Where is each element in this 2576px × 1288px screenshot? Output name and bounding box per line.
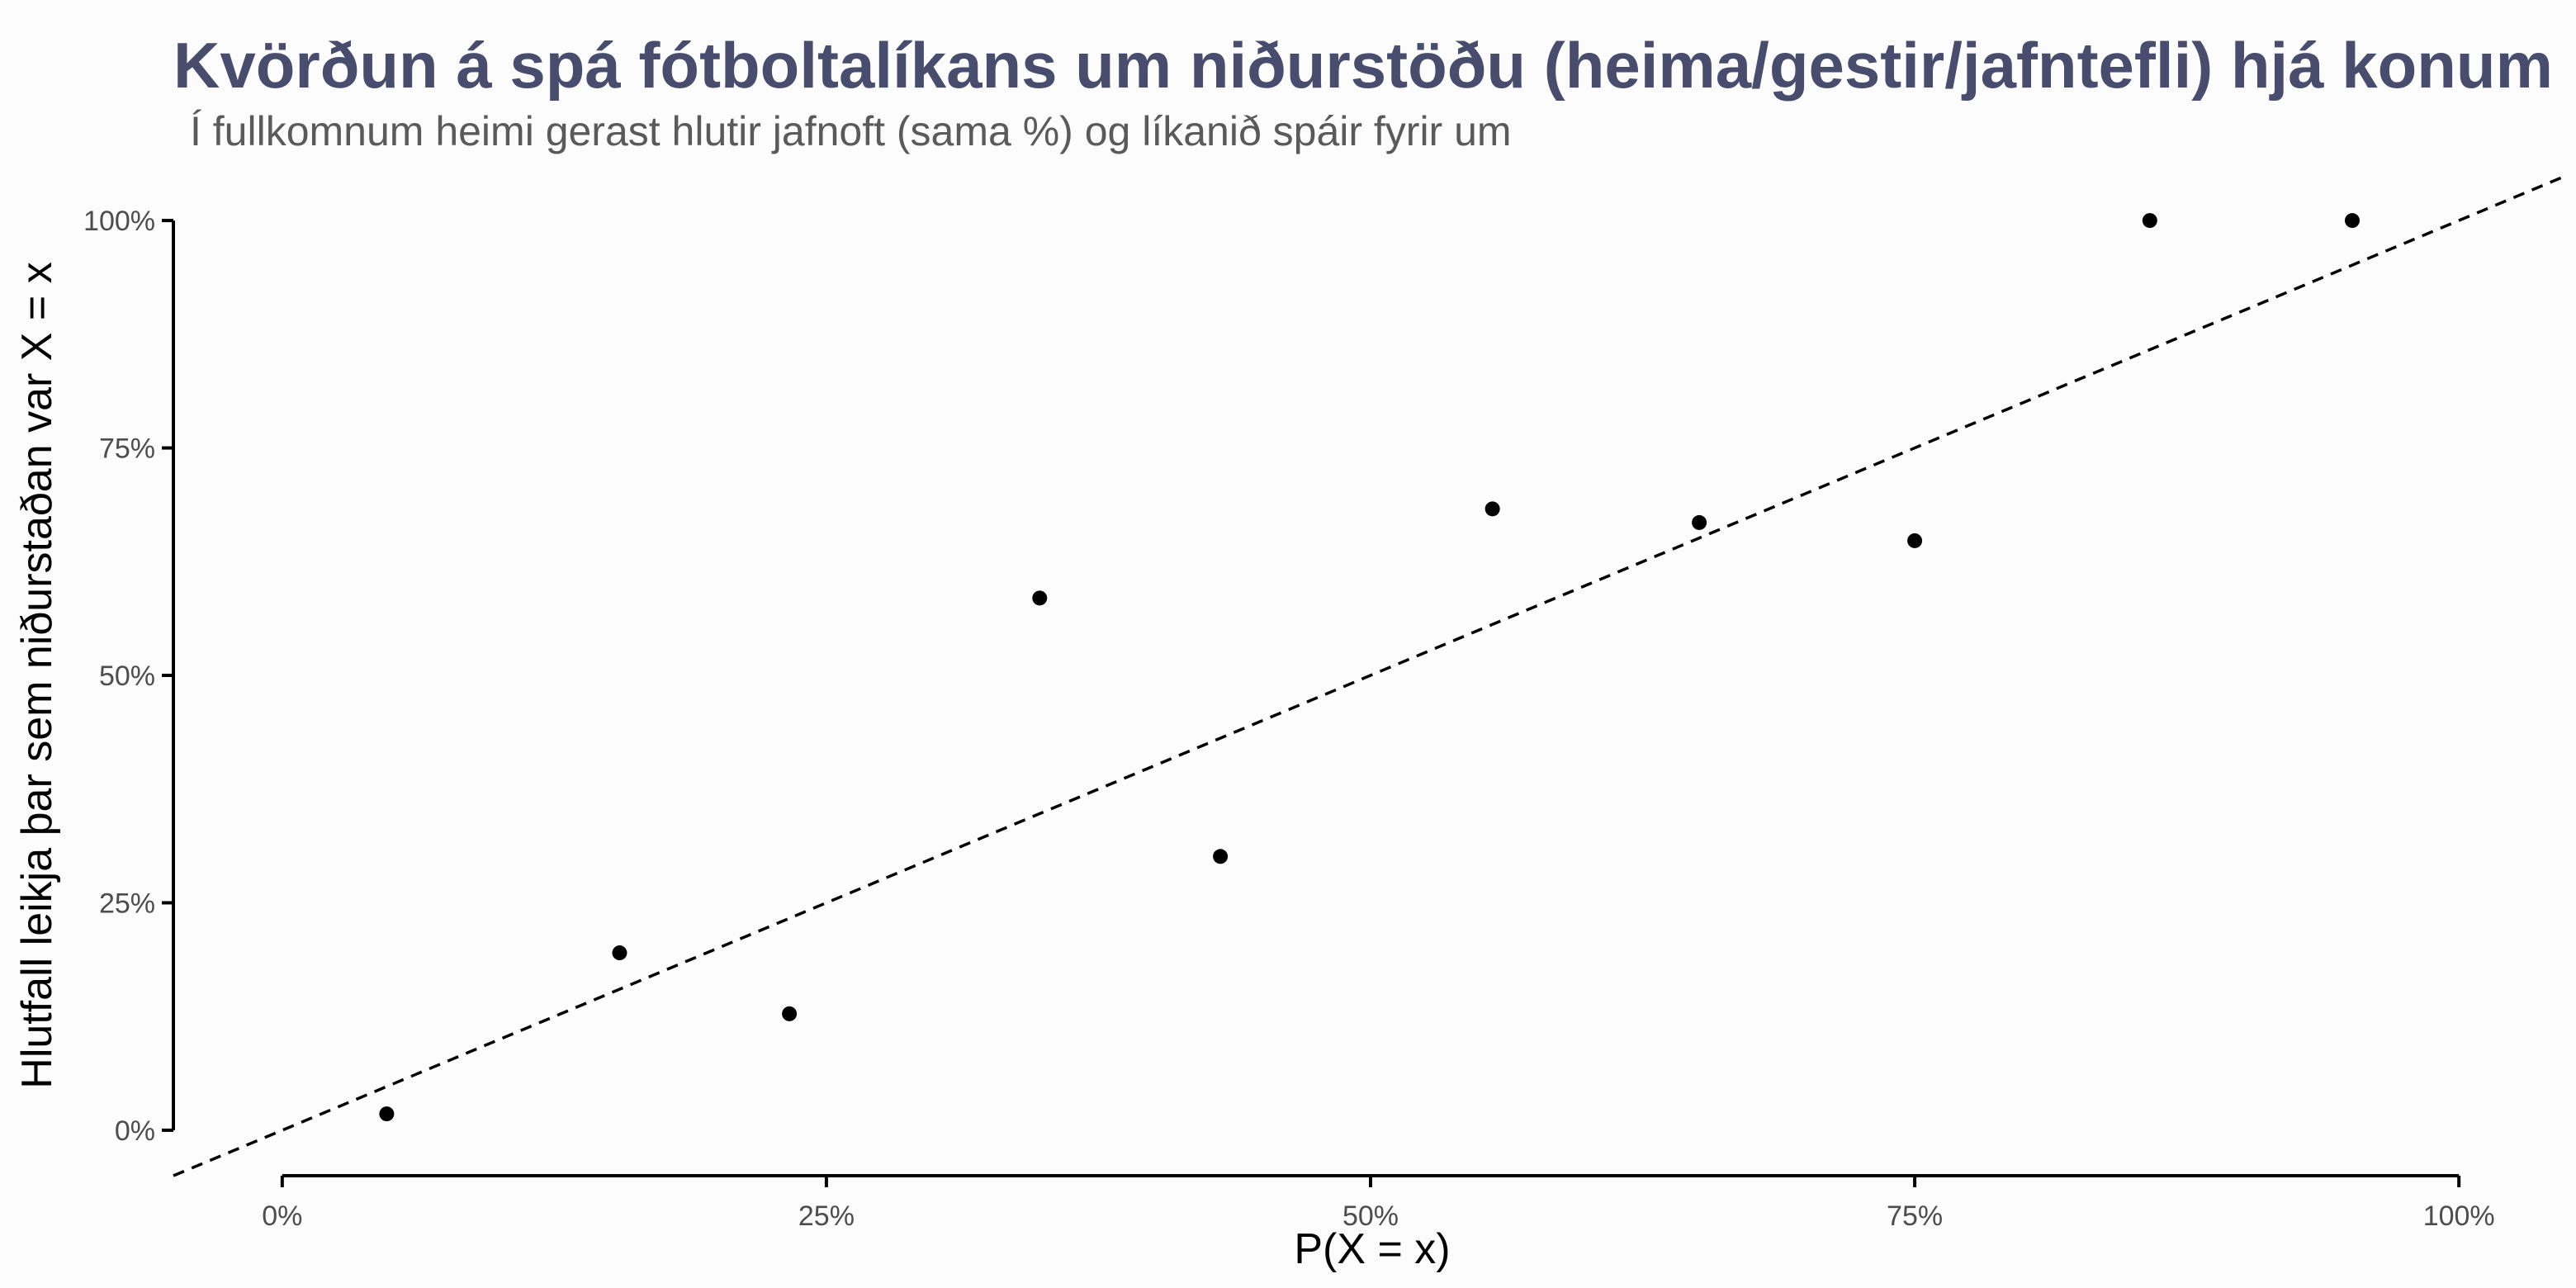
data-point [1213, 849, 1229, 864]
x-axis-title: P(X = x) [1294, 1225, 1450, 1273]
y-tick-label: 75% [99, 433, 155, 465]
chart-subtitle: Í fullkomnum heimi gerast hlutir jafnoft… [190, 108, 1512, 154]
y-tick-label: 50% [99, 661, 155, 692]
y-axis-title: Hlutfall leikja þar sem niðurstaðan var … [13, 262, 61, 1088]
x-tick-label: 75% [1887, 1200, 1943, 1232]
data-point [1907, 533, 1923, 548]
data-point [2345, 213, 2360, 229]
chart-title: Kvörðun á spá fótboltalíkans um niðurstö… [173, 29, 2553, 102]
axes: 0% 25% 50% 75% 100% 0% 25% 50% 75% 100% [83, 206, 2495, 1232]
data-point [1692, 514, 1707, 530]
data-point [2142, 213, 2157, 229]
reference-line [173, 173, 2569, 1177]
y-tick-label: 0% [115, 1115, 155, 1147]
data-point [1032, 590, 1048, 606]
data-point [379, 1106, 395, 1122]
data-point [782, 1006, 798, 1021]
data-point [612, 945, 627, 961]
x-tick-label: 50% [1342, 1200, 1399, 1232]
x-tick-label: 0% [262, 1200, 302, 1232]
data-point [1485, 501, 1500, 517]
x-tick-label: 25% [798, 1200, 855, 1232]
y-tick-label: 25% [99, 888, 155, 919]
x-tick-label: 100% [2423, 1200, 2495, 1232]
y-tick-label: 100% [83, 206, 155, 237]
plot-area [173, 173, 2569, 1177]
